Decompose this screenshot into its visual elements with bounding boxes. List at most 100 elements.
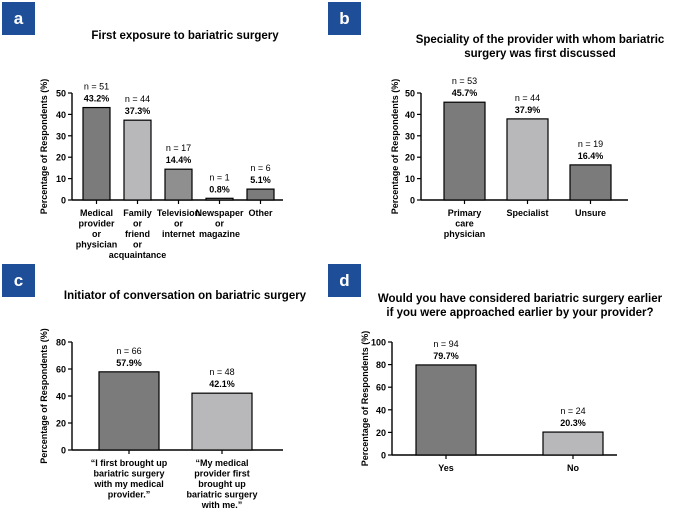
bar — [506, 118, 549, 201]
n-label: n = 6 — [250, 163, 270, 173]
y-tick-label: 20 — [405, 153, 415, 163]
y-tick-label: 0 — [61, 196, 66, 206]
n-label: n = 1 — [209, 172, 229, 182]
x-tick-label: Newspaper or magazine — [195, 208, 244, 239]
y-axis-label: Percentage of Respondents (%) — [360, 331, 370, 467]
y-tick-label: 30 — [56, 131, 66, 141]
title-line: Speciality of the provider with whom bar… — [415, 34, 665, 46]
pct-label: 16.4% — [578, 151, 604, 161]
pct-label: 14.4% — [166, 155, 192, 165]
y-tick-label: 80 — [376, 360, 386, 370]
x-tick-label-line: internet — [162, 229, 195, 239]
pct-label: 45.7% — [452, 88, 478, 98]
x-tick-label-line: physician — [76, 240, 118, 250]
x-tick-label-line: or — [174, 219, 183, 229]
x-tick-label-line: provider first — [194, 469, 250, 479]
x-tick-label: “My medical provider first brought up baria… — [186, 458, 257, 510]
bar — [443, 101, 486, 201]
pct-label: 57.9% — [116, 358, 142, 368]
bar-chart-b: 0 10 20 30 40 50 Percentage of Respondents (%)… — [390, 76, 628, 239]
y-tick-label: 30 — [405, 131, 415, 141]
title-line: Initiator of conversation on bariatric s… — [63, 290, 307, 302]
y-tick-label: 60 — [376, 383, 386, 393]
title-line: Would you have considered bariatric surg… — [377, 293, 663, 305]
x-tick-label-line: bariatric surgery — [186, 490, 257, 500]
pct-label: 20.3% — [560, 418, 586, 428]
x-tick-label: Specialist — [506, 208, 548, 218]
pct-label: 42.1% — [209, 379, 235, 389]
x-tick-label: Medical provider or physician — [76, 208, 118, 250]
x-tick-label-line: Yes — [438, 463, 454, 473]
pct-label: 0.8% — [209, 184, 230, 194]
x-tick-label-line: Family — [123, 208, 152, 218]
panel-title-c: Initiator of conversation on bariatric s… — [40, 289, 330, 303]
y-tick-label: 80 — [56, 338, 66, 348]
n-label: n = 94 — [433, 339, 458, 349]
y-tick-label: 20 — [376, 428, 386, 438]
x-tick-label: Television or internet — [157, 208, 200, 239]
bar — [415, 364, 477, 456]
bar — [191, 392, 253, 451]
n-label: n = 24 — [560, 406, 585, 416]
x-tick-label-line: or — [92, 229, 101, 239]
x-tick-label-line: or — [215, 219, 224, 229]
x-tick-label: Other — [248, 208, 273, 218]
x-tick-label-line: No — [567, 463, 579, 473]
x-tick-label-line: or — [133, 219, 142, 229]
x-tick-label-line: Newspaper — [195, 208, 244, 218]
x-tick-label-line: or — [133, 240, 142, 250]
y-tick-label: 10 — [405, 174, 415, 184]
x-tick-label-line: brought up — [198, 479, 246, 489]
x-tick-label-line: care — [455, 219, 474, 229]
y-axis-label: Percentage of Respondents (%) — [390, 79, 400, 215]
x-tick-label: “I first brought up bariatric surgery with… — [91, 458, 168, 500]
bar — [123, 119, 152, 201]
x-tick-label-line: with me.” — [201, 500, 243, 510]
y-tick-label: 100 — [371, 338, 386, 348]
panel-badge-a: a — [2, 2, 35, 35]
bar-chart-a: 0 10 20 30 40 50 Percentage of Respondents (%)… — [39, 79, 283, 260]
n-label: n = 44 — [515, 93, 540, 103]
panel-title-d: Would you have considered bariatric surg… — [370, 292, 670, 320]
y-tick-label: 40 — [56, 110, 66, 120]
y-tick-label: 50 — [405, 89, 415, 99]
n-label: n = 66 — [116, 346, 141, 356]
x-tick-label-line: Specialist — [506, 208, 548, 218]
x-tick-label-line: with my medical — [93, 479, 164, 489]
y-axis-label: Percentage of Respondents (%) — [39, 328, 49, 464]
y-tick-label: 40 — [376, 405, 386, 415]
panel-title-b: Speciality of the provider with whom bar… — [395, 33, 685, 61]
bar — [98, 371, 160, 451]
x-tick-label-line: “My medical — [195, 458, 248, 468]
x-tick-label-line: provider.” — [108, 490, 151, 500]
n-label: n = 19 — [578, 139, 603, 149]
n-label: n = 17 — [166, 143, 191, 153]
x-tick-label-line: “I first brought up — [91, 458, 168, 468]
bar — [542, 431, 604, 456]
x-tick-label-line: Medical — [80, 208, 113, 218]
x-tick-label-line: Television — [157, 208, 200, 218]
x-tick-label: No — [567, 463, 579, 473]
pct-label: 79.7% — [433, 351, 459, 361]
panel-title-a: First exposure to bariatric surgery — [40, 29, 330, 43]
panel-badge-b: b — [328, 2, 361, 35]
x-tick-label-line: provider — [78, 219, 115, 229]
x-tick-label-line: acquaintance — [109, 250, 167, 260]
pct-label: 5.1% — [250, 175, 271, 185]
x-tick-label-line: Unsure — [575, 208, 606, 218]
bar — [569, 164, 612, 201]
n-label: n = 53 — [452, 76, 477, 86]
bar — [82, 106, 111, 201]
title-line: if you were approached earlier by your p… — [386, 307, 654, 319]
y-tick-label: 60 — [56, 365, 66, 375]
x-tick-label: Primary care physician — [444, 208, 486, 239]
y-axis-label: Percentage of Respondents (%) — [39, 79, 49, 215]
title-line: surgery was first discussed — [464, 48, 616, 60]
y-tick-label: 0 — [410, 196, 415, 206]
panel-badge-c: c — [2, 264, 35, 297]
x-tick-label-line: Primary — [448, 208, 482, 218]
bar-chart-c: 0 20 40 60 80 Percentage of Respondents (%) n … — [39, 328, 283, 510]
y-tick-label: 40 — [405, 110, 415, 120]
bar — [164, 168, 193, 201]
title-line: First exposure to bariatric surgery — [91, 30, 279, 42]
